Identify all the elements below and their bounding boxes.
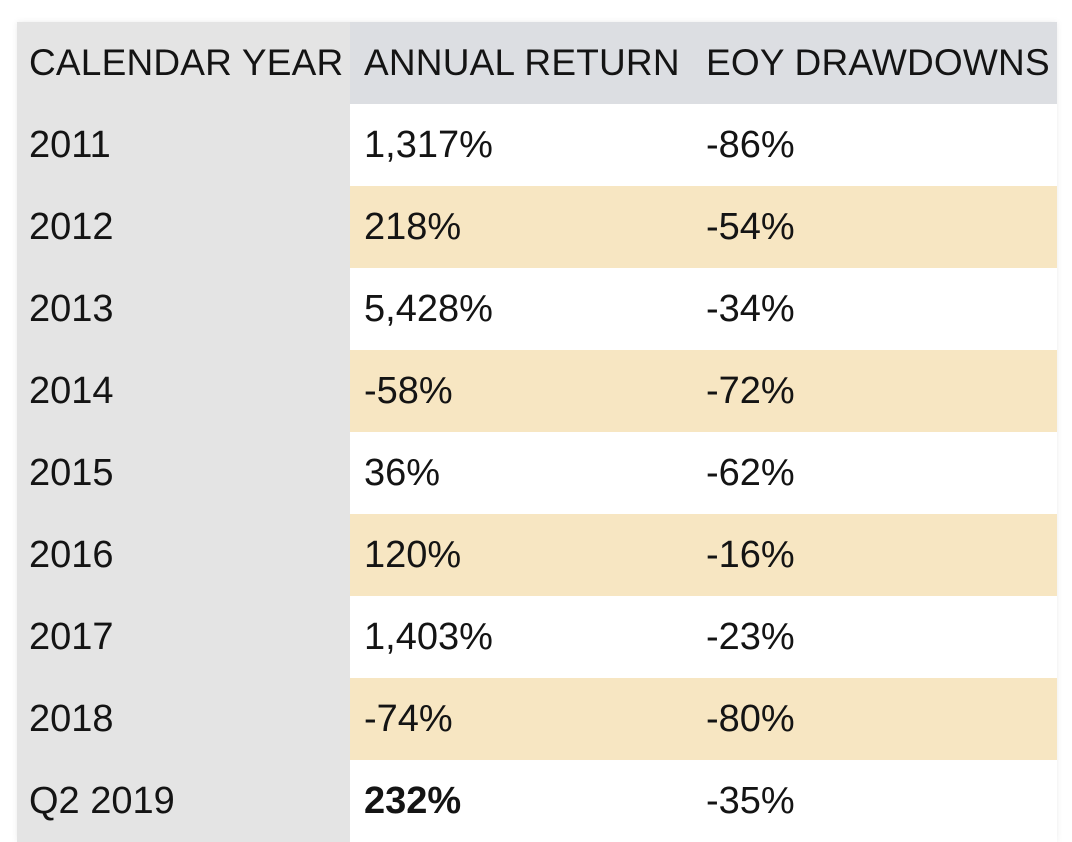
table-row: 2018 -74% -80% — [17, 678, 1057, 760]
year-cell: 2012 — [17, 186, 350, 268]
returns-table: CALENDAR YEAR ANNUAL RETURN EOY DRAWDOWN… — [17, 22, 1057, 842]
annual-return-cell: 218% — [350, 186, 692, 268]
eoy-drawdown-cell: -35% — [692, 760, 1057, 842]
eoy-drawdown-cell: -62% — [692, 432, 1057, 514]
eoy-drawdown-cell: -72% — [692, 350, 1057, 432]
annual-return-cell: 36% — [350, 432, 692, 514]
annual-return-cell: -74% — [350, 678, 692, 760]
eoy-drawdown-cell: -80% — [692, 678, 1057, 760]
year-cell: 2011 — [17, 104, 350, 186]
year-cell: 2013 — [17, 268, 350, 350]
table-row: Q2 2019 232% -35% — [17, 760, 1057, 842]
table-row: 2016 120% -16% — [17, 514, 1057, 596]
year-cell: 2014 — [17, 350, 350, 432]
header-eoy-drawdowns: EOY DRAWDOWNS — [692, 22, 1057, 104]
year-cell: 2015 — [17, 432, 350, 514]
annual-return-cell: 232% — [350, 760, 692, 842]
eoy-drawdown-cell: -54% — [692, 186, 1057, 268]
eoy-drawdown-cell: -86% — [692, 104, 1057, 186]
year-cell: 2016 — [17, 514, 350, 596]
eoy-drawdown-cell: -16% — [692, 514, 1057, 596]
table-row: 2015 36% -62% — [17, 432, 1057, 514]
annual-return-cell: 1,403% — [350, 596, 692, 678]
annual-return-cell: 120% — [350, 514, 692, 596]
eoy-drawdown-cell: -34% — [692, 268, 1057, 350]
table-row: 2017 1,403% -23% — [17, 596, 1057, 678]
returns-table-container: CALENDAR YEAR ANNUAL RETURN EOY DRAWDOWN… — [17, 22, 1057, 842]
table-row: 2011 1,317% -86% — [17, 104, 1057, 186]
year-cell: 2017 — [17, 596, 350, 678]
annual-return-cell: -58% — [350, 350, 692, 432]
table-header-row: CALENDAR YEAR ANNUAL RETURN EOY DRAWDOWN… — [17, 22, 1057, 104]
year-cell: Q2 2019 — [17, 760, 350, 842]
header-annual-return: ANNUAL RETURN — [350, 22, 692, 104]
year-cell: 2018 — [17, 678, 350, 760]
table-row: 2012 218% -54% — [17, 186, 1057, 268]
eoy-drawdown-cell: -23% — [692, 596, 1057, 678]
table-row: 2013 5,428% -34% — [17, 268, 1057, 350]
annual-return-cell: 1,317% — [350, 104, 692, 186]
annual-return-cell: 5,428% — [350, 268, 692, 350]
table-row: 2014 -58% -72% — [17, 350, 1057, 432]
header-calendar-year: CALENDAR YEAR — [17, 22, 350, 104]
